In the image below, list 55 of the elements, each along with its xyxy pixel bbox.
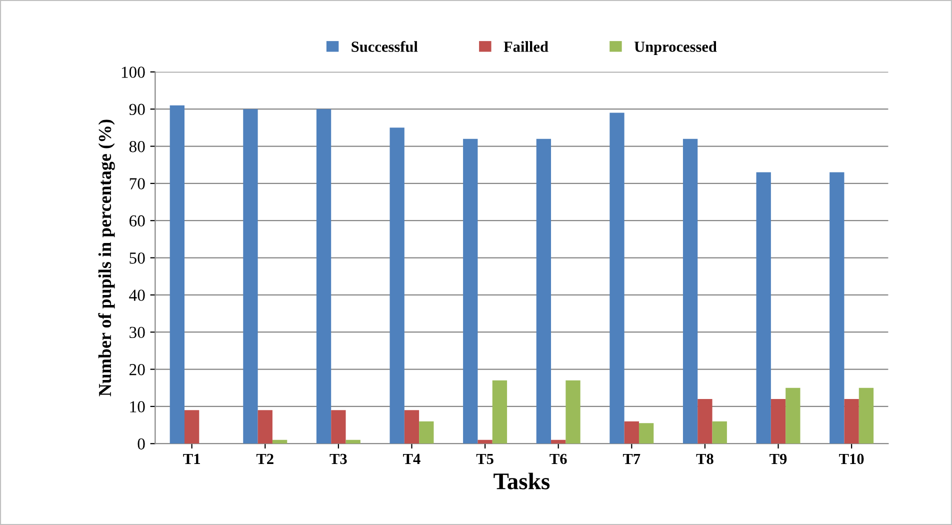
x-tick-label: T4	[403, 454, 420, 464]
x-tick-label: T2	[256, 454, 274, 464]
bar	[551, 440, 566, 444]
y-tick-label: 10	[130, 401, 145, 412]
bar	[756, 172, 771, 444]
y-tick-label: 50	[130, 252, 145, 264]
x-tick-label: T10	[839, 454, 864, 464]
bar	[316, 109, 332, 444]
bar	[346, 440, 360, 444]
bar	[830, 172, 844, 444]
legend-label: Failled	[504, 41, 548, 52]
bar	[419, 421, 434, 444]
bar	[492, 380, 508, 444]
bar	[536, 138, 552, 444]
legend-label: Unprocessed	[634, 41, 717, 56]
y-tick-label: 100	[122, 66, 145, 78]
bar	[184, 410, 200, 444]
x-tick-label: T3	[330, 454, 347, 464]
bar	[243, 109, 258, 444]
y-tick-label: 20	[130, 364, 145, 376]
bar	[390, 128, 404, 444]
y-tick-label: 40	[129, 290, 145, 301]
x-axis-title: Tasks	[494, 472, 550, 490]
bar	[682, 138, 698, 444]
bar	[272, 440, 288, 444]
bar	[170, 105, 184, 444]
bar	[610, 112, 624, 444]
bar	[463, 138, 478, 444]
bar	[404, 410, 420, 444]
y-tick-label: 0	[138, 438, 145, 450]
bar	[786, 388, 800, 444]
y-tick-label: 30	[130, 326, 145, 338]
x-tick-label: T9	[770, 454, 787, 464]
y-tick-label: 90	[129, 104, 145, 116]
bar	[624, 421, 639, 444]
y-tick-label: 60	[130, 215, 145, 227]
x-tick-label: T5	[476, 454, 494, 464]
bar	[258, 410, 272, 444]
x-tick-label: T7	[622, 454, 640, 464]
bar	[858, 388, 874, 444]
bar	[331, 410, 346, 444]
bar	[844, 399, 859, 444]
y-tick-label: 70	[130, 178, 145, 190]
legend-label: Successful	[352, 41, 418, 52]
bar	[566, 380, 580, 444]
bar	[478, 440, 492, 444]
bar	[638, 423, 654, 444]
bar	[770, 399, 786, 444]
bar	[712, 421, 727, 444]
bar	[698, 399, 712, 444]
y-axis-title: Number of pupils in percentage (%)	[98, 120, 115, 396]
y-tick-label: 80	[129, 140, 145, 152]
x-tick-label: T8	[696, 454, 714, 464]
x-tick-label: T1	[183, 454, 200, 464]
x-tick-label: T6	[550, 454, 567, 464]
